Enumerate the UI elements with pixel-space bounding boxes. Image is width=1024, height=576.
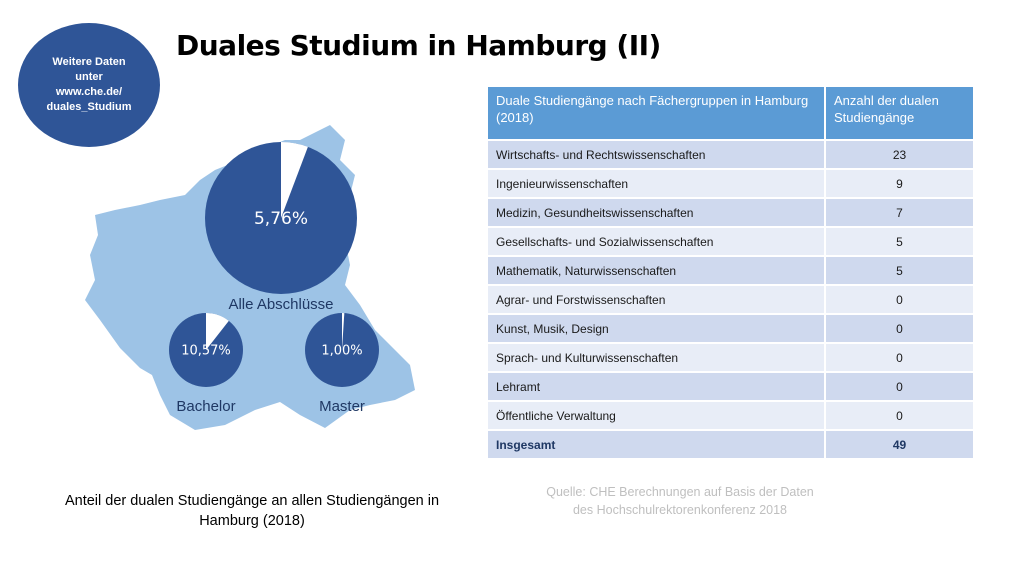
table-row: Ingenieurwissenschaften 9 <box>488 170 973 197</box>
pie-category-label: Bachelor <box>176 398 235 415</box>
table-row: Sprach- und Kulturwissenschaften 0 <box>488 344 973 371</box>
column-header-count: Anzahl der dualen Studiengänge <box>824 87 973 139</box>
badge-line-2: unter <box>75 71 103 83</box>
pie-bachelor: 10,57% Bachelor <box>169 313 243 415</box>
pie-value-label: 1,00% <box>321 344 362 359</box>
pie-all-degrees: 5,76% Alle Abschlüsse <box>205 142 357 313</box>
pie-master: 1,00% Master <box>305 313 379 415</box>
field-name-cell: Gesellschafts- und Sozialwissenschaften <box>488 228 824 255</box>
program-count-cell: 49 <box>824 431 973 458</box>
field-name-cell: Agrar- und Forstwissenschaften <box>488 286 824 313</box>
field-name-cell: Wirtschafts- und Rechtswissenschaften <box>488 141 824 168</box>
programs-table: Duale Studiengänge nach Fächergruppen in… <box>488 85 973 460</box>
source-line-1: Quelle: CHE Berechnungen auf Basis der D… <box>546 485 814 499</box>
program-count-cell: 9 <box>824 170 973 197</box>
page-title: Duales Studium in Hamburg (II) <box>176 29 661 62</box>
program-count-cell: 0 <box>824 373 973 400</box>
column-header-field: Duale Studiengänge nach Fächergruppen in… <box>488 87 824 139</box>
table-row: Öffentliche Verwaltung 0 <box>488 402 973 429</box>
table-body: Wirtschafts- und Rechtswissenschaften 23 I… <box>488 141 973 458</box>
badge-line-3: www.che.de/ <box>55 86 123 98</box>
program-count-cell: 0 <box>824 402 973 429</box>
field-name-cell: Ingenieurwissenschaften <box>488 170 824 197</box>
pie-category-label: Alle Abschlüsse <box>228 296 333 313</box>
field-name-cell: Lehramt <box>488 373 824 400</box>
pie-charts: 5,76% Alle Abschlüsse 10,57% Bachelor 1,00% M… <box>169 142 379 415</box>
field-name-cell: Mathematik, Naturwissenschaften <box>488 257 824 284</box>
table-row: Kunst, Musik, Design 0 <box>488 315 973 342</box>
field-name-cell: Insgesamt <box>488 431 824 458</box>
program-count-cell: 0 <box>824 286 973 313</box>
hamburg-map-chart: 5,76% Alle Abschlüsse 10,57% Bachelor 1,00% M… <box>85 125 415 430</box>
program-count-cell: 0 <box>824 344 973 371</box>
badge-line-1: Weitere Daten <box>52 56 126 68</box>
caption-line-2: Hamburg (2018) <box>199 513 305 529</box>
chart-caption: Anteil der dualen Studiengänge an allen … <box>22 491 482 531</box>
badge-line-4: duales_Studium <box>46 101 132 113</box>
pie-slice-dual <box>281 142 308 218</box>
table-total-row: Insgesamt 49 <box>488 431 973 458</box>
pie-category-label: Master <box>319 398 365 415</box>
table-row: Gesellschafts- und Sozialwissenschaften 5 <box>488 228 973 255</box>
program-count-cell: 7 <box>824 199 973 226</box>
field-name-cell: Öffentliche Verwaltung <box>488 402 824 429</box>
table-header-row: Duale Studiengänge nach Fächergruppen in… <box>488 87 973 139</box>
more-data-badge[interactable]: Weitere Daten unter www.che.de/ duales_S… <box>18 23 160 147</box>
field-name-cell: Sprach- und Kulturwissenschaften <box>488 344 824 371</box>
pie-slice-dual <box>342 313 345 350</box>
pie-slice-dual <box>206 313 229 350</box>
table-row: Mathematik, Naturwissenschaften 5 <box>488 257 973 284</box>
program-count-cell: 0 <box>824 315 973 342</box>
field-name-cell: Kunst, Musik, Design <box>488 315 824 342</box>
table-row: Wirtschafts- und Rechtswissenschaften 23 <box>488 141 973 168</box>
table-row: Agrar- und Forstwissenschaften 0 <box>488 286 973 313</box>
field-name-cell: Medizin, Gesundheitswissenschaften <box>488 199 824 226</box>
program-count-cell: 5 <box>824 257 973 284</box>
table-row: Lehramt 0 <box>488 373 973 400</box>
pie-value-label: 5,76% <box>254 209 308 229</box>
source-line-2: des Hochschulrektorenkonferenz 2018 <box>572 503 788 517</box>
program-count-cell: 23 <box>824 141 973 168</box>
program-count-cell: 5 <box>824 228 973 255</box>
table-row: Medizin, Gesundheitswissenschaften 7 <box>488 199 973 226</box>
pie-value-label: 10,57% <box>181 344 231 359</box>
source-note: Quelle: CHE Berechnungen auf Basis der D… <box>520 483 840 519</box>
caption-line-1: Anteil der dualen Studiengänge an allen … <box>64 493 440 509</box>
